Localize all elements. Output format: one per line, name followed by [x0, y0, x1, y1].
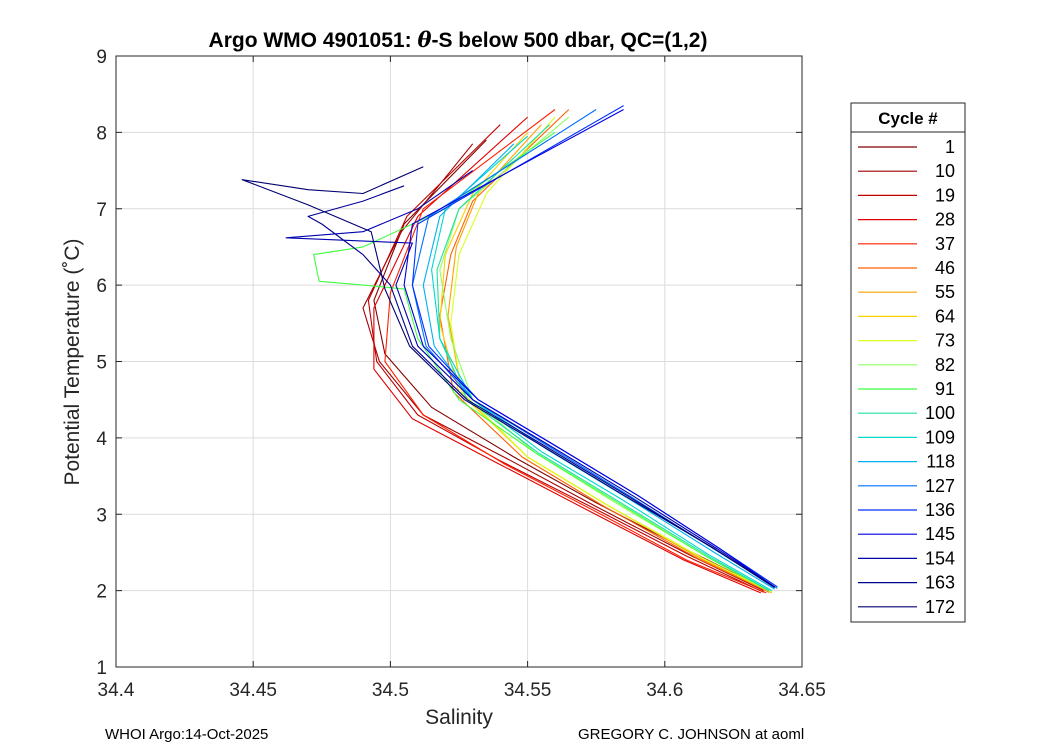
y-tick-label: 1 — [96, 658, 107, 679]
series-line-cycle-127 — [411, 109, 778, 589]
y-tick-label: 8 — [96, 123, 107, 144]
y-tick-label: 7 — [96, 200, 107, 221]
legend-label-73: 73 — [935, 331, 955, 351]
series-line-cycle-172 — [241, 166, 775, 589]
legend-label-136: 136 — [925, 500, 955, 520]
x-tick-label: 34.6 — [646, 680, 683, 701]
footer-author: GREGORY C. JOHNSON at aoml — [578, 726, 805, 743]
footer-source: WHOI Argo:14-Oct-2025 — [105, 726, 269, 743]
series-line-cycle-1 — [373, 139, 770, 592]
legend-label-127: 127 — [925, 476, 955, 496]
series-line-cycle-163 — [307, 185, 775, 589]
series-line-cycle-82 — [439, 116, 770, 592]
legend-title: Cycle # — [878, 109, 938, 128]
legend-label-37: 37 — [935, 234, 955, 254]
legend-label-91: 91 — [935, 379, 955, 399]
series-line-cycle-91 — [313, 131, 770, 592]
series-line-cycle-118 — [422, 143, 775, 590]
y-tick-label: 2 — [96, 582, 107, 603]
x-axis-label: Salinity — [425, 706, 493, 729]
legend-label-19: 19 — [935, 185, 955, 205]
series-line-cycle-19 — [367, 124, 764, 593]
y-tick-label: 9 — [96, 47, 107, 68]
legend-box — [850, 102, 966, 623]
legend-label-145: 145 — [925, 524, 955, 544]
series-lines — [241, 105, 778, 594]
legend-label-118: 118 — [926, 452, 955, 472]
series-line-cycle-55 — [447, 124, 773, 594]
legend: Cycle # 1 10 19 28 37 46 55 64 73 82 91 100 109 118 127… — [850, 102, 966, 623]
legend-label-1: 1 — [945, 137, 955, 157]
chart-title: Argo WMO 4901051: θ-S below 500 dbar, QC… — [209, 27, 708, 52]
legend-label-55: 55 — [935, 282, 955, 302]
series-line-cycle-28 — [373, 116, 762, 594]
axes: 34.4 34.45 34.5 34.55 34.6 34.65 1 2 3 4 5 6 7 8 9 — [96, 47, 825, 701]
x-tick-label: 34.4 — [98, 680, 135, 701]
legend-label-10: 10 — [935, 161, 955, 181]
legend-label-154: 154 — [925, 548, 955, 568]
y-axis-label: Potential Temperature (˚C) — [61, 238, 84, 485]
legend-label-109: 109 — [925, 427, 955, 447]
y-tick-label: 3 — [96, 505, 107, 526]
series-line-cycle-154 — [285, 170, 775, 588]
legend-label-100: 100 — [925, 403, 955, 423]
x-tick-label: 34.5 — [372, 680, 409, 701]
y-tick-label: 6 — [96, 276, 107, 297]
series-line-cycle-73 — [450, 116, 773, 593]
legend-label-64: 64 — [935, 306, 955, 326]
legend-label-46: 46 — [935, 258, 955, 278]
series-line-cycle-109 — [431, 135, 773, 592]
legend-label-28: 28 — [935, 210, 955, 230]
legend-label-163: 163 — [925, 573, 955, 593]
y-tick-label: 4 — [96, 429, 107, 450]
x-tick-label: 34.55 — [504, 680, 552, 701]
legend-label-82: 82 — [935, 355, 955, 375]
legend-label-172: 172 — [925, 597, 955, 617]
x-tick-label: 34.45 — [229, 680, 277, 701]
series-line-cycle-100 — [436, 124, 770, 592]
series-line-cycle-37 — [384, 109, 767, 594]
y-tick-label: 5 — [96, 353, 107, 374]
series-line-cycle-64 — [439, 132, 773, 593]
x-tick-label: 34.65 — [778, 680, 826, 701]
series-line-cycle-145 — [403, 109, 775, 588]
